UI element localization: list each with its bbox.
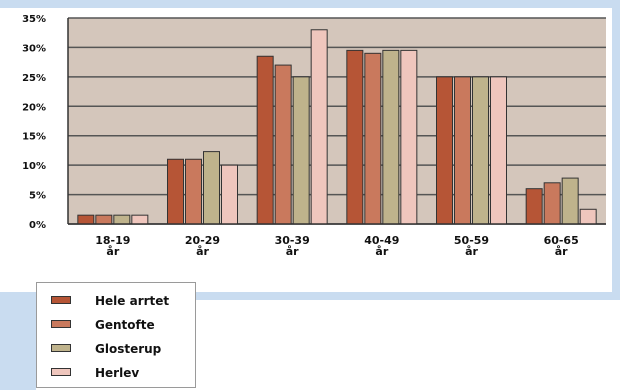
bar	[292, 76, 310, 225]
x-tick-label: år	[106, 245, 119, 258]
background-band-right	[612, 0, 620, 300]
background-band-top	[0, 0, 620, 8]
legend-item-3: Glosterup	[51, 341, 191, 357]
legend-label-3: Glosterup	[95, 342, 162, 356]
legend-label-2: Gentofte	[95, 318, 155, 332]
bar	[579, 208, 597, 225]
legend-swatch-4	[51, 368, 71, 376]
y-tick-label: 30%	[22, 43, 46, 54]
plot-area	[68, 18, 606, 224]
x-tick-label: 50-59	[454, 234, 489, 247]
y-axis: 0% 5% 10% 15% 20% 25% 30% 35%	[22, 14, 69, 231]
bar	[454, 76, 471, 225]
bar	[256, 55, 274, 225]
bar	[382, 49, 400, 225]
legend-swatch-3	[51, 344, 71, 352]
x-axis: 18-19år20-29år30-39år40-49år50-59år60-65…	[68, 223, 606, 258]
legend-item-4: Herlev	[51, 365, 191, 381]
y-tick-label: 25%	[22, 73, 46, 84]
y-tick-label: 15%	[22, 132, 46, 143]
bar	[167, 158, 184, 225]
x-tick-label: 60-65	[544, 234, 579, 247]
y-tick-label: 10%	[22, 161, 46, 172]
bar	[400, 49, 418, 225]
y-tick-label: 20%	[22, 102, 46, 113]
bar	[472, 76, 489, 225]
legend-label-1: Hele arrtet	[95, 294, 170, 308]
x-tick-label: 40-49	[364, 234, 399, 247]
bar	[221, 164, 238, 225]
bar	[436, 76, 453, 225]
x-tick-label: 20-29	[185, 234, 220, 247]
bar	[113, 214, 131, 225]
y-tick-label: 0%	[29, 220, 46, 231]
y-tick-label: 5%	[29, 191, 46, 202]
bar	[310, 29, 328, 225]
bar	[131, 214, 149, 225]
y-tick-label: 35%	[22, 14, 46, 25]
x-tick-label: år	[375, 245, 388, 258]
x-tick-label: 30-39	[275, 234, 310, 247]
bar	[525, 188, 543, 225]
bar	[77, 214, 95, 225]
bar	[346, 49, 364, 225]
bar	[490, 76, 507, 225]
legend-label-4: Herlev	[95, 366, 140, 380]
legend-swatch-2	[51, 320, 71, 328]
bar	[185, 158, 202, 225]
chart-gridlines	[68, 17, 606, 225]
chart-bars	[77, 29, 597, 225]
bar	[561, 177, 579, 225]
bar	[203, 151, 220, 225]
chart-legend: Hele arrtet Gentofte Glosterup Herlev	[36, 282, 196, 388]
bar	[364, 52, 382, 225]
x-tick-label: 18-19	[95, 234, 130, 247]
background-band-bottom	[0, 292, 620, 300]
bar	[95, 214, 113, 225]
x-tick-label: år	[196, 245, 209, 258]
legend-item-1: Hele arrtet	[51, 293, 191, 309]
background-band-left	[0, 292, 36, 390]
legend-item-2: Gentofte	[51, 317, 191, 333]
bar	[274, 64, 292, 225]
bar-chart: 0%5%10%15%20%25%30%35% 18-19år20-29år30-…	[22, 14, 606, 258]
x-tick-label: år	[465, 245, 478, 258]
x-tick-label: år	[555, 245, 568, 258]
legend-swatch-1	[51, 296, 71, 304]
bar	[543, 182, 561, 225]
x-tick-label: år	[286, 245, 299, 258]
